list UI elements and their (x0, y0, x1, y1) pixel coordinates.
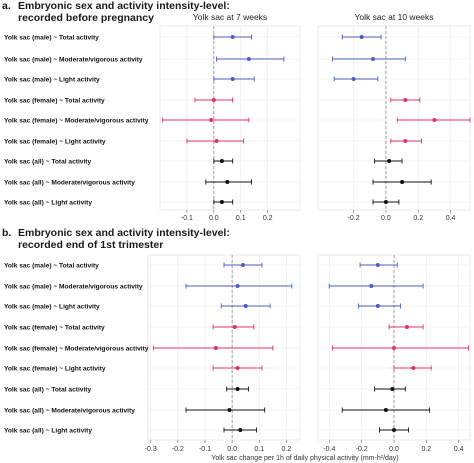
row-label: Yolk sac (all) ~ Moderate/vigorous activ… (4, 180, 135, 187)
x-tick-label: -0.1 (199, 446, 211, 453)
point-estimate (432, 118, 437, 122)
x-tick-label: 0.1 (236, 215, 246, 222)
point-estimate (219, 159, 224, 163)
panel-frame (159, 25, 301, 211)
point-estimate (246, 57, 251, 61)
row-labels: Yolk sac (male) ~ Total activity Yolk sac… (4, 35, 149, 435)
point-estimate (214, 139, 219, 143)
point-estimate (383, 200, 388, 204)
x-tick-label: 0.2 (413, 215, 423, 222)
section-a-title-line2: recorded before pregnancy (18, 12, 154, 24)
point-estimate (243, 304, 248, 308)
panel-1: -0.1 0.0 0.1 0.2 Yolk sac at 7 weeks (159, 12, 301, 222)
point-estimate (209, 118, 214, 122)
row-label: Yolk sac (female) ~ Moderate/vigorous ac… (4, 346, 149, 353)
panel-frame (317, 25, 471, 211)
row-label: Yolk sac (female) ~ Light activity (4, 366, 106, 373)
x-axis-label: Yolk sac change per 1h of daily physical… (211, 455, 398, 462)
section-b-header: b. Embryonic sex and activity intensity-… (2, 227, 230, 251)
row-label: Yolk sac (male) ~ Light activity (4, 77, 100, 84)
x-tick-label: 0.4 (454, 446, 464, 453)
point-estimate (387, 159, 392, 163)
point-estimate (219, 200, 224, 204)
point-estimate (375, 263, 380, 267)
x-tick-label: 0.4 (446, 215, 456, 222)
point-estimate (238, 428, 243, 432)
x-tick-label: 0.0 (381, 215, 391, 222)
point-estimate (392, 428, 396, 432)
point-estimate (390, 387, 395, 391)
x-tick-label: 0.2 (263, 215, 273, 222)
row-label: Yolk sac (female) ~ Light activity (4, 139, 106, 146)
x-tick-label: 0.1 (254, 446, 264, 453)
panel-frame (147, 254, 301, 441)
section-b-title-line2: recorded end of 1st trimester (18, 239, 163, 251)
section-a-letter: a. (2, 0, 11, 12)
row-label: Yolk sac (female) ~ Moderate/vigorous ac… (4, 118, 149, 125)
section-a-header: a. Embryonic sex and activity intensity-… (2, 0, 230, 24)
x-tick-label: -0.3 (145, 446, 157, 453)
row-label: Yolk sac (male) ~ Moderate/vigorous acti… (4, 57, 143, 64)
x-tick-label: 0.2 (282, 446, 292, 453)
section-b-title-line1: Embryonic sex and activity intensity-lev… (18, 227, 230, 239)
point-estimate (211, 98, 216, 102)
point-estimate (232, 325, 237, 329)
point-estimate (369, 284, 374, 288)
point-estimate (227, 408, 232, 412)
row-label: Yolk sac (male) ~ Total activity (4, 263, 99, 270)
row-label: Yolk sac (all) ~ Moderate/vigorous activ… (4, 408, 135, 415)
panels: -0.1 0.0 0.1 0.2 Yolk sac at 7 weeks -0.2 0.0 0… (145, 12, 471, 453)
row-label: Yolk sac (female) ~ Total activity (4, 325, 105, 332)
point-estimate (370, 57, 375, 61)
x-tick-label: 0.2 (421, 446, 431, 453)
x-tick-label: -0.1 (181, 215, 193, 222)
x-tick-label: -0.2 (356, 446, 368, 453)
row-label: Yolk sac (male) ~ Light activity (4, 304, 100, 311)
point-estimate (392, 346, 396, 350)
panel-title: Yolk sac at 7 weeks (193, 12, 267, 22)
x-tick-label: 0.0 (227, 446, 237, 453)
section-a-title-line1: Embryonic sex and activity intensity-lev… (18, 0, 230, 12)
row-label: Yolk sac (all) ~ Light activity (4, 200, 92, 207)
point-estimate (403, 98, 408, 102)
panel-title: Yolk sac at 10 weeks (354, 12, 433, 22)
point-estimate (375, 304, 380, 308)
point-estimate (359, 35, 364, 39)
point-estimate (404, 325, 409, 329)
row-label: Yolk sac (male) ~ Total activity (4, 35, 99, 42)
point-estimate (235, 284, 240, 288)
panel-3: -0.3 -0.2 -0.1 0.0 0.1 0.2 (145, 254, 301, 453)
x-tick-label: -0.2 (172, 446, 184, 453)
x-tick-label: 0.0 (389, 446, 399, 453)
point-estimate (235, 387, 240, 391)
point-estimate (411, 366, 416, 370)
panel-4: -0.4 -0.2 0.0 0.2 0.4 (317, 254, 471, 453)
point-estimate (225, 180, 230, 184)
point-estimate (230, 77, 235, 81)
x-tick-label: 0.0 (209, 215, 219, 222)
x-tick-label: -0.2 (348, 215, 360, 222)
row-label: Yolk sac (all) ~ Total activity (4, 159, 91, 166)
point-estimate (213, 346, 218, 350)
point-estimate (400, 180, 405, 184)
x-tick-label: -0.4 (323, 446, 335, 453)
section-b-letter: b. (2, 227, 11, 239)
point-estimate (351, 77, 356, 81)
row-label: Yolk sac (male) ~ Moderate/vigorous acti… (4, 284, 143, 291)
row-label: Yolk sac (all) ~ Light activity (4, 428, 92, 435)
row-label: Yolk sac (all) ~ Total activity (4, 387, 91, 394)
point-estimate (403, 139, 408, 143)
point-estimate (235, 366, 240, 370)
panel-2: -0.2 0.0 0.2 0.4 Yolk sac at 10 weeks (317, 12, 471, 222)
row-label: Yolk sac (female) ~ Total activity (4, 98, 105, 105)
point-estimate (241, 263, 245, 267)
point-estimate (230, 35, 235, 39)
point-estimate (383, 408, 388, 412)
